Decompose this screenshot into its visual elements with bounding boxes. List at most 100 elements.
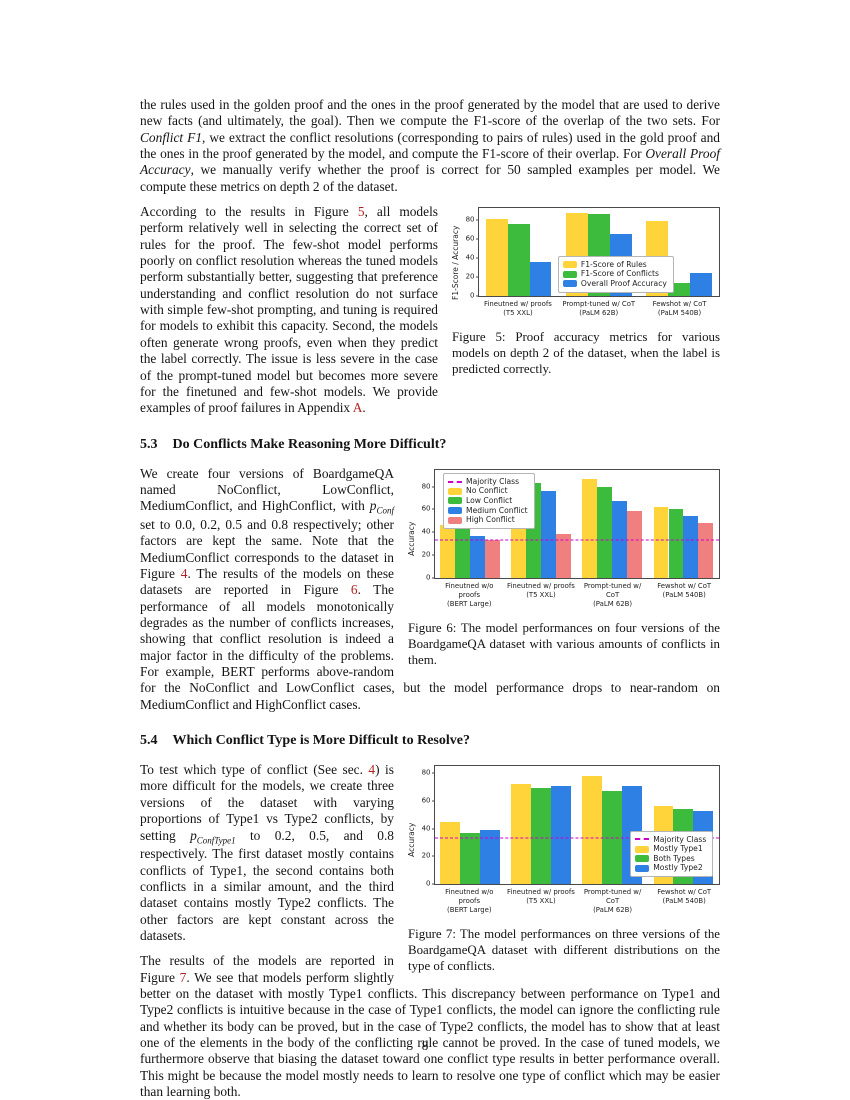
legend-item: Mostly Type1	[635, 845, 706, 853]
legend-item: Medium Conflict	[448, 507, 528, 515]
x-tick-line: (BERT Large)	[447, 906, 492, 915]
chart-legend: F1-Score of Rules F1-Score of Conflicts Ov…	[557, 255, 674, 293]
x-tick-label: Fewshot w/ CoT (PaLM 540B)	[648, 888, 720, 915]
x-tick-line: Fewshot w/ CoT	[657, 581, 712, 590]
section-heading-5-4: 5.4 Which Conflict Type is More Difficult…	[140, 732, 720, 749]
bar	[698, 523, 714, 578]
x-tick-line: Fineutned w/ proofs	[483, 300, 552, 309]
body-text: . The performance of all models monotoni…	[140, 582, 720, 712]
y-tick-label: 0	[426, 573, 431, 582]
figure7-chart: Accuracy 0 20 40 60 80 Majority Class Mostly Ty…	[407, 765, 720, 915]
body-text: . We see that models perform slightly be…	[140, 969, 720, 1099]
bar	[551, 785, 572, 885]
appendix-a-ref[interactable]: A	[352, 400, 363, 416]
chart-legend: Majority Class No Conflict Low Conflict Med…	[443, 472, 535, 529]
y-tick-mark	[431, 531, 435, 533]
legend-swatch	[635, 845, 650, 853]
bar	[455, 524, 471, 578]
y-axis-label: Accuracy	[407, 521, 416, 556]
legend-label: Low Conflict	[466, 496, 513, 506]
bar	[440, 525, 456, 578]
legend-item: High Conflict	[448, 516, 528, 524]
legend-label: Overall Proof Accuracy	[580, 278, 667, 288]
bar	[582, 478, 598, 578]
y-tick-label: 40	[421, 527, 431, 536]
x-tick-line: (PaLM 62B)	[593, 906, 633, 915]
bar	[484, 540, 500, 578]
bar	[602, 791, 623, 885]
figure7-ref[interactable]: 7	[179, 969, 187, 985]
body-text: We create four versions of BoardgameQA n…	[140, 465, 394, 514]
x-tick-label: Fineutned w/ proofs (T5 XXL)	[478, 300, 559, 318]
section-number: 5.4	[140, 733, 158, 749]
x-tick-label: Fineutned w/o proofs (BERT Large)	[434, 582, 506, 609]
figure5-caption: Figure 5: Proof accuracy metrics for var…	[452, 330, 720, 377]
legend-label: Mostly Type1	[653, 844, 703, 854]
chart-legend: Majority Class Mostly Type1 Both Types Most…	[630, 830, 714, 878]
chart-body: 0 20 40 60 80 F1-Score of Rules F1-Score of Co…	[461, 207, 720, 318]
legend-label: Mostly Type2	[653, 863, 703, 873]
section-proof-accuracy-block: F1-Score / Accuracy 0 20 40 60 80 F1-Score of …	[140, 204, 720, 416]
y-tick-mark	[475, 276, 479, 278]
legend-item: F1-Score of Conflicts	[562, 269, 667, 279]
x-tick-label: Prompt-tuned w/ CoT (PaLM 62B)	[577, 582, 649, 609]
x-tick-line: (PaLM 540B)	[662, 897, 706, 906]
legend-item: Both Types	[635, 855, 706, 863]
y-tick-label: 80	[421, 768, 431, 777]
x-tick-label: Fewshot w/ CoT (PaLM 540B)	[648, 582, 720, 609]
paragraph-type-results: The results of the models are reported i…	[140, 953, 720, 1100]
bar	[511, 784, 532, 885]
legend-swatch	[448, 516, 463, 524]
p-conftype1-variable: p	[190, 827, 197, 843]
figure6-chart: Accuracy 0 20 40 60 80 Majority Class No Confli…	[407, 468, 720, 609]
legend-label: Medium Conflict	[466, 505, 528, 515]
legend-label: F1-Score of Conflicts	[580, 269, 659, 279]
bar	[529, 262, 552, 297]
x-tick-line: Fineutned w/ proofs	[507, 581, 575, 590]
legend-swatch	[562, 280, 577, 288]
section-conflicts-difficulty-block: Accuracy 0 20 40 60 80 Majority Class No Confli…	[140, 466, 720, 713]
figure-6: Accuracy 0 20 40 60 80 Majority Class No Confli…	[407, 468, 720, 668]
section4-ref[interactable]: 4	[368, 762, 376, 778]
x-tick-line: (PaLM 540B)	[662, 590, 706, 599]
bar	[582, 775, 603, 885]
x-tick-line: Fineutned w/o proofs	[445, 888, 494, 906]
y-tick-mark	[431, 508, 435, 510]
y-tick-mark	[431, 883, 435, 885]
y-tick-mark	[431, 577, 435, 579]
x-tick-line: (BERT Large)	[447, 599, 492, 608]
y-tick-label: 60	[465, 234, 475, 243]
paragraph-conflict-types: To test which type of conflict (See sec.…	[140, 762, 720, 944]
section-conflict-type-block: Accuracy 0 20 40 60 80 Majority Class Mostly Ty…	[140, 762, 720, 1100]
figure4-ref[interactable]: 4	[180, 565, 188, 581]
bar	[668, 509, 684, 578]
page-number: 8	[421, 1038, 429, 1054]
figure5-ref[interactable]: 5	[357, 204, 365, 220]
legend-swatch	[448, 487, 463, 495]
paragraph-proof-results: According to the results in Figure 5, al…	[140, 204, 720, 416]
paragraph-conflict-versions: We create four versions of BoardgameQA n…	[140, 466, 720, 713]
y-tick-mark	[431, 486, 435, 488]
bar	[507, 224, 530, 297]
legend-label: Majority Class	[466, 476, 520, 486]
bar	[485, 219, 508, 297]
bar	[440, 821, 461, 885]
section-title: Which Conflict Type is More Difficult to…	[172, 733, 470, 749]
y-tick-mark	[475, 295, 479, 297]
y-tick-label: 80	[421, 482, 431, 491]
bar	[460, 832, 480, 885]
body-text: , we manually verify whether the proof i…	[140, 162, 720, 194]
legend-item: Majority Class	[448, 478, 528, 486]
x-tick-line: (PaLM 62B)	[579, 309, 619, 318]
y-tick-label: 40	[465, 253, 475, 262]
legend-label: No Conflict	[466, 486, 508, 496]
body-text: To test which type of conflict (See sec.	[140, 762, 369, 778]
body-text: the rules used in the golden proof and t…	[140, 97, 720, 129]
legend-swatch	[562, 261, 577, 269]
bar	[480, 830, 500, 885]
figure6-ref[interactable]: 6	[350, 582, 358, 598]
x-tick-label: Prompt-tuned w/ CoT (PaLM 62B)	[577, 888, 649, 915]
legend-label: Both Types	[653, 853, 695, 863]
y-tick-mark	[431, 855, 435, 857]
